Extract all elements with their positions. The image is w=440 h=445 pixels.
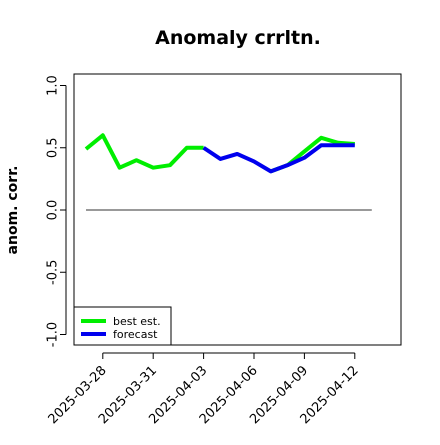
y-tick-label: -0.5 [46,260,61,285]
y-tick-label: -1.0 [46,322,61,347]
y-tick-label: 0.5 [46,137,61,158]
plot-area [84,133,372,211]
y-axis-title: anom. corr. [5,166,21,255]
plot-frame [73,73,402,346]
y-tick-label: 0.0 [46,200,61,221]
series-line-best-est [84,133,204,170]
legend: best est.forecast [73,306,172,346]
legend-label: best est. [113,315,161,328]
series-line-forecast [202,143,355,174]
legend-box [73,306,172,346]
chart-title: Anomaly crrltn. [155,27,321,49]
y-tick-label: 1.0 [46,75,61,96]
legend-label: forecast [113,328,158,341]
y-axis: -1.0 -0.5 0.0 0.5 1.0 [46,75,67,347]
